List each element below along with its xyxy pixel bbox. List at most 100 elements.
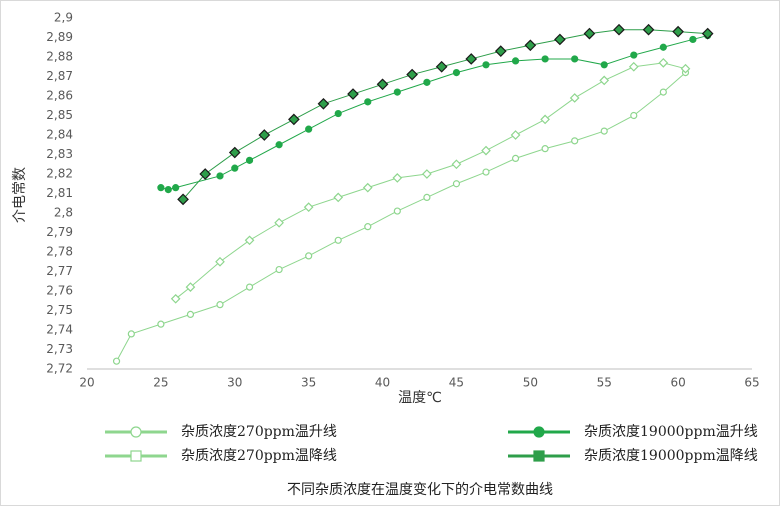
data-point bbox=[701, 27, 714, 40]
data-point bbox=[228, 146, 241, 159]
data-point bbox=[258, 129, 271, 141]
data-point bbox=[274, 217, 284, 228]
data-point bbox=[630, 111, 638, 120]
y-tick-label: 2,89 bbox=[46, 30, 73, 44]
data-point bbox=[334, 109, 342, 118]
data-point bbox=[186, 310, 195, 318]
data-point bbox=[630, 51, 638, 59]
data-point bbox=[689, 35, 697, 44]
y-tick-label: 2,76 bbox=[46, 284, 73, 298]
x-tick-label: 20 bbox=[79, 376, 94, 390]
x-tick-label: 25 bbox=[153, 376, 168, 390]
data-point bbox=[571, 55, 579, 63]
data-point bbox=[157, 184, 165, 192]
y-tick-label: 2,82 bbox=[46, 167, 73, 181]
data-point bbox=[541, 55, 549, 63]
data-point bbox=[554, 33, 566, 46]
data-point bbox=[628, 61, 639, 72]
data-point bbox=[393, 88, 401, 96]
data-point bbox=[305, 125, 313, 133]
data-point bbox=[347, 88, 359, 100]
data-point bbox=[510, 130, 521, 140]
y-tick-label: 2,85 bbox=[46, 108, 73, 122]
x-tick-label: 55 bbox=[597, 376, 612, 390]
y-axis-label: 介电常数 bbox=[12, 167, 28, 223]
data-point bbox=[680, 63, 691, 74]
data-point bbox=[423, 193, 431, 201]
data-point bbox=[245, 156, 254, 164]
legend-marker bbox=[533, 450, 545, 462]
data-point bbox=[672, 25, 684, 38]
data-point bbox=[482, 61, 490, 69]
data-point bbox=[482, 168, 490, 176]
data-point bbox=[216, 172, 224, 180]
x-tick-label: 60 bbox=[670, 376, 685, 390]
data-point bbox=[376, 78, 389, 91]
data-point bbox=[177, 193, 189, 206]
data-point bbox=[199, 168, 212, 180]
y-tick-label: 2,88 bbox=[46, 50, 73, 64]
data-point bbox=[465, 53, 478, 65]
data-point bbox=[511, 57, 520, 65]
data-point bbox=[600, 61, 608, 69]
data-point bbox=[541, 145, 549, 153]
y-tick-label: 2,77 bbox=[46, 264, 73, 278]
x-tick-label: 65 bbox=[744, 376, 759, 390]
x-tick-label: 40 bbox=[375, 376, 390, 390]
y-tick-label: 2,72 bbox=[46, 362, 73, 376]
y-tick-label: 2,73 bbox=[46, 342, 73, 356]
data-point bbox=[613, 23, 625, 36]
y-tick-label: 2,74 bbox=[46, 323, 73, 337]
data-point bbox=[185, 282, 196, 292]
data-point bbox=[423, 78, 431, 86]
data-point bbox=[569, 93, 580, 103]
legend-label: 杂质浓度19000ppm温降线 bbox=[584, 448, 758, 464]
data-point bbox=[642, 23, 655, 36]
data-point bbox=[392, 173, 403, 183]
data-point bbox=[406, 68, 418, 81]
legend-label: 杂质浓度19000ppm温升线 bbox=[584, 424, 758, 440]
data-point bbox=[172, 184, 180, 192]
data-point bbox=[451, 159, 462, 170]
data-point bbox=[127, 330, 135, 338]
series-line bbox=[160, 35, 708, 191]
data-point bbox=[364, 98, 372, 106]
data-point bbox=[540, 114, 550, 125]
y-tick-label: 2,83 bbox=[46, 147, 73, 161]
data-point bbox=[245, 283, 254, 291]
y-tick-label: 2,87 bbox=[46, 69, 73, 83]
data-point bbox=[305, 252, 313, 260]
data-point bbox=[231, 164, 239, 172]
data-point bbox=[452, 180, 461, 188]
data-point bbox=[435, 60, 448, 73]
data-point bbox=[333, 192, 344, 203]
y-tick-label: 2,78 bbox=[46, 245, 73, 259]
data-point bbox=[244, 235, 255, 246]
y-tick-label: 2,81 bbox=[46, 186, 73, 200]
legend-marker bbox=[130, 450, 142, 462]
data-point bbox=[583, 27, 596, 40]
data-point bbox=[112, 357, 121, 365]
data-point bbox=[422, 169, 432, 179]
data-point bbox=[288, 113, 300, 126]
y-tick-label: 2,9 bbox=[54, 11, 73, 25]
data-point bbox=[216, 301, 224, 309]
x-axis-label: 温度℃ bbox=[398, 390, 442, 406]
legend-marker bbox=[130, 426, 142, 438]
data-point bbox=[164, 186, 172, 194]
data-point bbox=[511, 154, 520, 162]
data-point bbox=[494, 45, 507, 57]
data-point bbox=[303, 202, 314, 212]
y-tick-label: 2,86 bbox=[46, 89, 73, 103]
data-point bbox=[157, 320, 165, 328]
legend-marker bbox=[533, 426, 545, 438]
data-point bbox=[275, 141, 283, 149]
x-tick-label: 50 bbox=[523, 376, 538, 390]
y-tick-label: 2,79 bbox=[46, 225, 73, 239]
data-point bbox=[317, 97, 330, 110]
legend-label: 杂质浓度270ppm温降线 bbox=[181, 448, 337, 464]
data-point bbox=[524, 39, 537, 52]
data-point bbox=[659, 43, 667, 51]
